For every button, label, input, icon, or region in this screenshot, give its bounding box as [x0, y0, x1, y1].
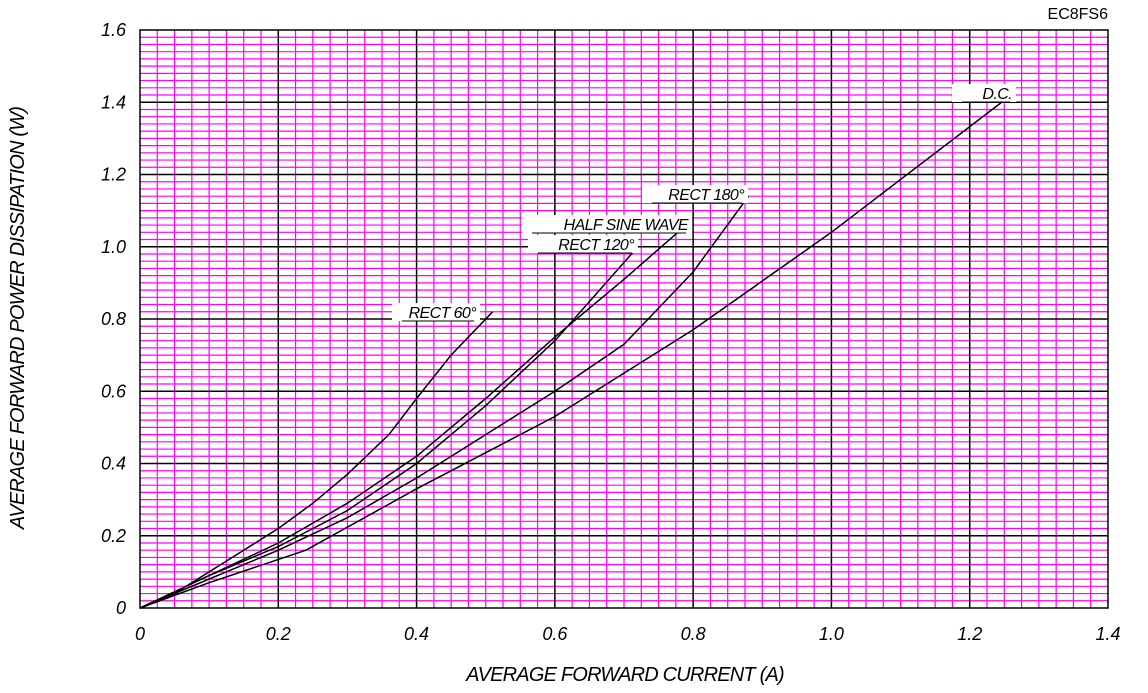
x-tick-label: 0.6: [542, 624, 568, 644]
series-line: [139, 246, 639, 609]
x-tick-label: 0.8: [681, 624, 706, 644]
plot-frame: [139, 29, 1109, 609]
x-tick-label: 0: [135, 624, 145, 644]
y-axis-label: AVERAGE FORWARD POWER DISSIPATION (W): [7, 107, 29, 530]
y-tick-label: 1.2: [101, 165, 126, 185]
series-labels: RECT 60° HALF SINE WAVE RECT 120° RECT 180°…: [392, 84, 1016, 322]
series-label-background: [392, 303, 480, 321]
x-axis-label: AVERAGE FORWARD CURRENT (A): [465, 664, 784, 686]
y-tick-label: 0: [116, 598, 126, 618]
series-lines: [139, 94, 1012, 609]
series-line: [139, 311, 494, 609]
series-label: D.C.: [982, 86, 1012, 103]
y-tick-label: 1.0: [101, 237, 126, 257]
x-tick-label: 1.0: [819, 624, 844, 644]
series-line: [139, 94, 1012, 609]
series-line: [139, 224, 687, 609]
y-tick-label: 0.8: [101, 309, 126, 329]
y-tick-label: 0.2: [101, 526, 126, 546]
x-tick-label: 1.4: [1095, 624, 1120, 644]
series-label: HALF SINE WAVE: [564, 217, 689, 234]
y-tick-label: 0.6: [101, 381, 127, 401]
series-label-background: [522, 215, 692, 233]
y-tick-label: 1.4: [101, 92, 126, 112]
x-tick-labels: 0 0.2 0.4 0.6 0.8 1.0 1.2 1.4: [135, 624, 1121, 644]
x-tick-label: 1.2: [957, 624, 982, 644]
series-label: RECT 60°: [409, 305, 478, 322]
figure-code: EC8FS6: [1048, 6, 1109, 23]
series-label-background: [642, 185, 748, 203]
series-label-background: [528, 235, 638, 253]
series-label: RECT 120°: [558, 237, 635, 254]
series-label-background: [952, 84, 1016, 102]
series-line: [139, 195, 750, 609]
x-tick-label: 0.4: [404, 624, 429, 644]
y-tick-label: 0.4: [101, 454, 126, 474]
series-label: RECT 180°: [668, 187, 745, 204]
y-tick-labels: 0 0.2 0.4 0.6 0.8 1.0 1.2 1.4 1.6: [101, 20, 127, 618]
y-tick-label: 1.6: [101, 20, 127, 40]
x-tick-label: 0.2: [266, 624, 291, 644]
